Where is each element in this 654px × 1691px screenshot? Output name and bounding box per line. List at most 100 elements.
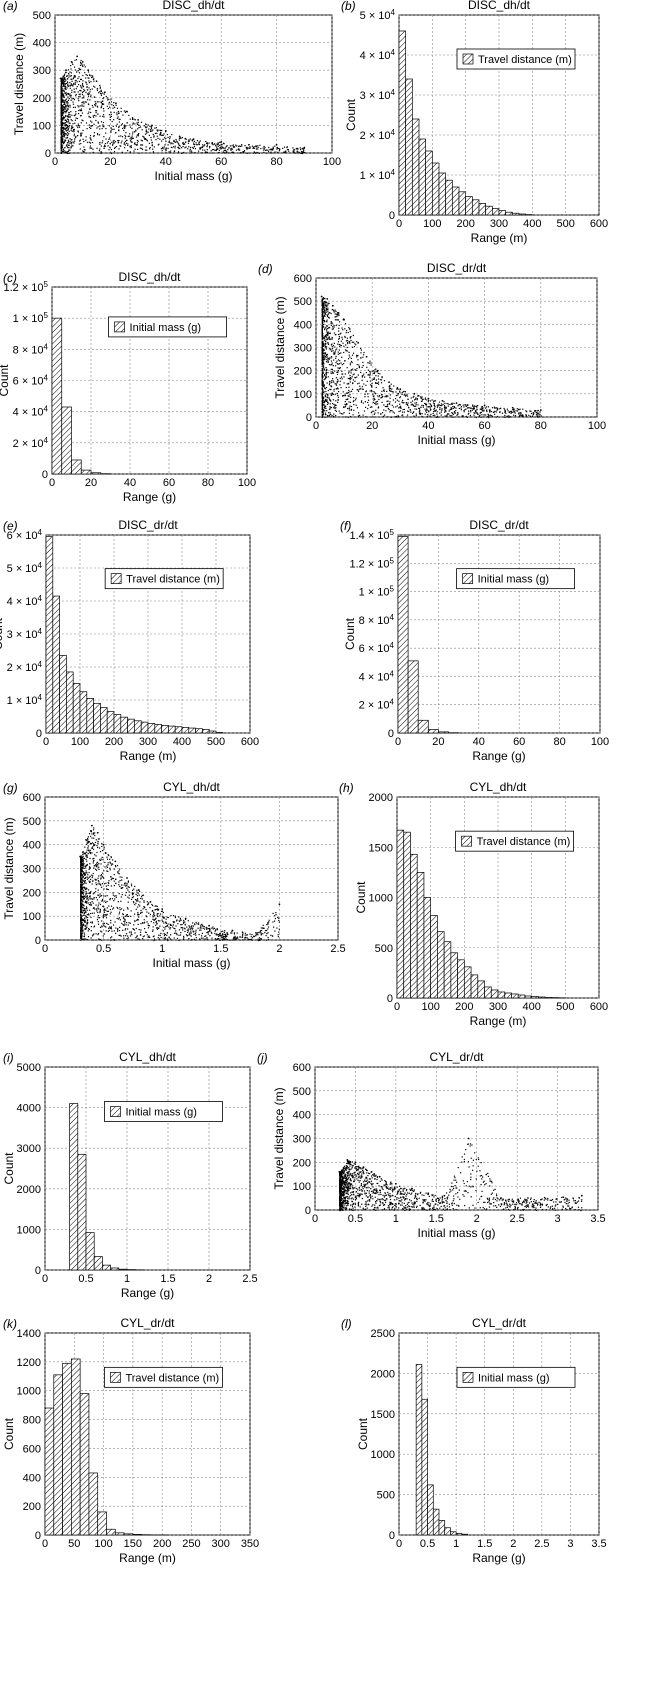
- scatter-point: [188, 930, 189, 931]
- scatter-point: [251, 936, 252, 937]
- x-tick-label: 300: [490, 218, 508, 230]
- scatter-point: [131, 147, 132, 148]
- scatter-point: [374, 369, 375, 370]
- scatter-point: [90, 89, 91, 90]
- scatter-point: [410, 412, 411, 413]
- scatter-point: [358, 391, 359, 392]
- scatter-point: [230, 145, 231, 146]
- scatter-point: [138, 893, 139, 894]
- scatter-point: [325, 408, 326, 409]
- scatter-point: [111, 114, 112, 115]
- scatter-point: [105, 128, 106, 129]
- scatter-point: [416, 404, 417, 405]
- scatter-point: [420, 407, 421, 408]
- scatter-point: [80, 885, 81, 886]
- scatter-point: [103, 108, 104, 109]
- scatter-point: [113, 126, 114, 127]
- histogram-bar: [148, 723, 155, 733]
- scatter-point: [230, 148, 231, 149]
- scatter-point: [81, 79, 82, 80]
- scatter-point: [80, 867, 81, 868]
- scatter-point: [338, 351, 339, 352]
- scatter-point: [140, 144, 141, 145]
- scatter-point: [322, 334, 323, 335]
- scatter-point: [234, 933, 235, 934]
- scatter-point: [61, 89, 62, 90]
- scatter-point: [85, 928, 86, 929]
- scatter-point: [374, 412, 375, 413]
- scatter-point: [325, 346, 326, 347]
- scatter-point: [98, 867, 99, 868]
- scatter-point: [214, 143, 215, 144]
- scatter-point: [100, 909, 101, 910]
- scatter-point: [140, 126, 141, 127]
- scatter-point: [225, 935, 226, 936]
- scatter-point: [406, 402, 407, 403]
- scatter-point: [216, 143, 217, 144]
- scatter-point: [322, 351, 323, 352]
- x-tick-label: 100: [591, 736, 609, 748]
- scatter-point: [323, 410, 324, 411]
- scatter-point: [66, 128, 67, 129]
- scatter-point: [325, 367, 326, 368]
- scatter-point: [90, 898, 91, 899]
- scatter-point: [473, 415, 474, 416]
- scatter-point: [465, 409, 466, 410]
- scatter-point: [137, 119, 139, 121]
- scatter-point: [101, 106, 102, 107]
- scatter-point: [137, 900, 138, 901]
- panel-label: (c): [3, 271, 17, 285]
- scatter-point: [167, 137, 168, 138]
- scatter-point: [149, 907, 150, 908]
- scatter-point: [427, 414, 428, 415]
- scatter-point: [353, 397, 354, 398]
- scatter-point: [88, 96, 89, 97]
- scatter-point: [107, 907, 108, 908]
- scatter-point: [61, 83, 62, 84]
- scatter-point: [155, 133, 156, 134]
- scatter-point: [386, 391, 387, 392]
- scatter-point: [77, 105, 78, 106]
- scatter-point: [373, 411, 374, 412]
- scatter-point: [134, 921, 135, 922]
- scatter-point: [90, 853, 91, 854]
- scatter-point: [461, 409, 462, 410]
- scatter-point: [179, 136, 181, 138]
- scatter-point: [259, 940, 260, 941]
- scatter-point: [399, 391, 400, 392]
- scatter-point: [327, 325, 328, 326]
- scatter-point: [124, 883, 125, 884]
- scatter-point: [258, 147, 259, 148]
- scatter-point: [200, 928, 201, 929]
- scatter-point: [324, 321, 325, 322]
- scatter-point: [118, 142, 119, 143]
- histogram-bar: [66, 672, 73, 733]
- scatter-point: [101, 940, 102, 941]
- scatter-point: [153, 926, 154, 927]
- scatter-point: [184, 921, 185, 922]
- scatter-point: [343, 346, 344, 347]
- scatter-point: [329, 389, 330, 390]
- legend: Initial mass (g): [109, 317, 227, 337]
- scatter-point: [350, 363, 351, 364]
- scatter-point: [335, 313, 336, 314]
- scatter-point: [83, 103, 84, 104]
- scatter-point: [136, 928, 137, 929]
- scatter-point: [444, 409, 445, 410]
- scatter-point: [96, 127, 97, 128]
- histogram-bar: [60, 655, 67, 733]
- scatter-point: [154, 938, 155, 939]
- scatter-point: [80, 912, 81, 913]
- scatter-point: [94, 115, 95, 116]
- scatter-point: [84, 858, 85, 859]
- scatter-point: [80, 60, 81, 61]
- scatter-point: [75, 82, 76, 83]
- scatter-point: [137, 135, 138, 136]
- scatter-point: [430, 409, 431, 410]
- scatter-point: [180, 918, 181, 919]
- scatter-point: [134, 143, 135, 144]
- scatter-point: [65, 122, 66, 123]
- scatter-point: [336, 385, 337, 386]
- scatter-point: [259, 937, 260, 938]
- scatter-point: [159, 925, 160, 926]
